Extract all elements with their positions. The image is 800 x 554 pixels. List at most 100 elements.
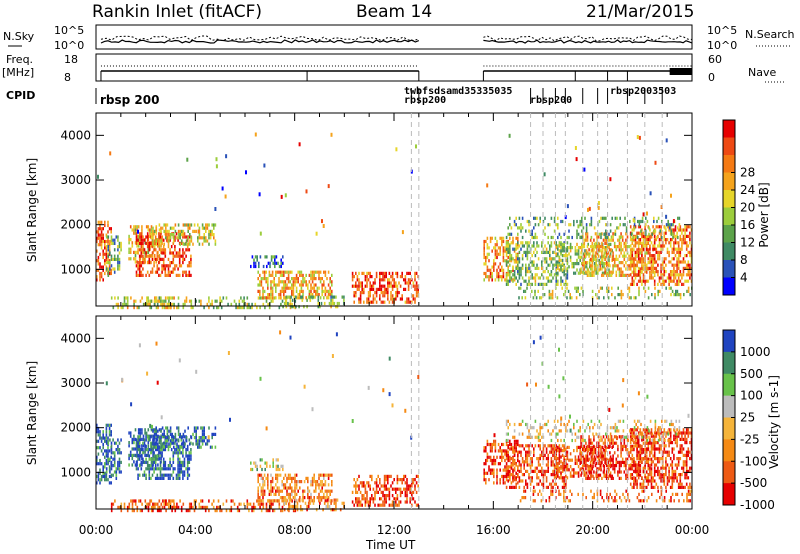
range-cell [292,280,295,284]
range-cell [510,442,513,447]
range-cell [168,442,170,446]
range-cell [637,250,640,254]
range-cell [171,432,173,436]
range-cell [143,248,146,252]
range-cell [618,245,621,249]
range-cell [631,238,634,242]
range-cell [308,489,311,493]
range-cell [100,246,103,250]
range-cell [110,268,112,272]
range-cell [380,503,383,507]
range-cell [605,262,607,266]
range-cell [620,273,622,277]
range-cell [177,238,179,242]
range-cell [100,478,103,482]
range-cell [510,226,513,230]
range-cell [190,451,192,455]
range-cell [526,241,529,245]
range-cell [142,460,144,464]
range-cell [158,244,161,248]
range-cell [142,451,144,455]
range-cell [676,260,678,264]
range-cell [162,441,165,445]
range-cell [213,432,215,436]
range-cell [311,277,314,281]
range-cell [321,486,323,490]
range-cell [291,298,294,302]
range-cell [494,449,497,453]
range-cell [140,251,143,255]
range-cell [505,462,508,466]
range-cell [588,248,590,252]
range-cell [241,306,244,310]
range-cell [142,248,144,252]
range-cell [676,270,678,274]
range-cell [205,236,207,240]
range-cell [623,257,626,261]
range-cell [182,464,184,468]
range-cell [175,448,178,452]
range-cell [494,462,497,466]
range-cell [566,257,569,261]
range-cell [274,255,276,259]
range-cell [388,503,391,507]
range-cell [156,302,159,306]
range-cell [517,474,519,479]
range-cell [177,460,179,464]
range-cell [267,302,269,306]
range-cell [336,498,339,502]
range-cell [269,261,271,265]
range-cell [411,490,413,494]
range-cell [593,242,596,246]
range-cell [520,241,522,245]
range-cell [108,474,111,479]
range-cell [501,449,503,453]
range-cell [302,280,304,284]
range-cell [335,508,337,512]
range-cell [674,228,677,232]
range-cell [110,264,113,268]
range-cell [414,484,416,488]
range-cell [668,228,670,232]
range-cell [494,249,497,253]
range-cell [550,235,553,240]
range-cell [117,438,119,442]
range-cell [533,276,535,280]
range-cell [569,255,572,259]
range-cell [687,273,690,277]
range-cell [636,250,638,254]
range-cell [170,270,173,274]
range-cell [176,502,178,506]
range-cell [209,302,212,306]
range-cell [409,487,411,491]
range-cell [483,468,485,472]
range-cell [256,258,258,262]
range-cell [644,244,646,248]
range-cell [555,263,557,267]
range-cell [283,289,285,293]
range-cell [550,279,553,283]
range-cell [154,454,157,458]
range-cell [353,275,355,279]
range-cell [148,473,151,477]
range-cell [531,229,533,233]
range-cell [494,458,497,463]
range-cell [161,432,164,436]
range-cell [100,230,103,234]
range-cell [550,485,553,489]
range-cell [138,267,141,271]
range-cell [323,280,325,284]
range-cell [497,442,500,447]
range-cell [160,457,162,461]
range-cell [182,451,184,455]
range-cell [545,260,548,264]
range-cell [154,448,157,452]
range-cell [377,287,379,291]
range-cell [307,486,309,490]
range-cell [404,287,407,291]
range-cell [576,235,578,240]
range-cell [356,497,359,501]
range-cell [143,238,146,242]
range-cell [501,458,503,463]
range-cell [133,306,135,310]
